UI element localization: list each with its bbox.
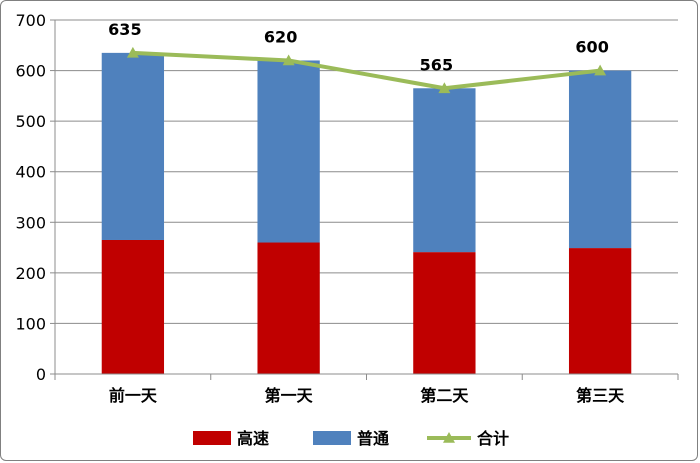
legend-label: 高速 bbox=[237, 429, 269, 448]
data-label: 600 bbox=[575, 38, 608, 57]
legend-swatch-高速 bbox=[193, 431, 231, 445]
data-labels: 635 620 565 600 bbox=[108, 20, 609, 74]
y-tick-label: 600 bbox=[15, 62, 46, 81]
bar-高速 bbox=[413, 252, 476, 374]
x-axis: 前一天 第一天 第二天 第三天 bbox=[54, 373, 679, 405]
y-tick-label: 700 bbox=[15, 11, 46, 30]
legend-swatch-普通 bbox=[313, 431, 351, 445]
y-tick-label: 400 bbox=[15, 163, 46, 182]
bars bbox=[101, 52, 632, 374]
y-tick-label: 100 bbox=[15, 314, 46, 333]
y-tick-label: 500 bbox=[15, 112, 46, 131]
bar-普通 bbox=[257, 60, 320, 243]
data-label: 635 bbox=[108, 20, 141, 39]
y-tick-label: 300 bbox=[15, 213, 46, 232]
total-marker bbox=[438, 82, 451, 94]
data-label: 620 bbox=[264, 27, 297, 46]
y-tick-label: 200 bbox=[15, 264, 46, 283]
x-tick-label: 前一天 bbox=[109, 386, 158, 405]
x-tick-label: 第三天 bbox=[576, 386, 625, 405]
data-label: 565 bbox=[420, 55, 453, 74]
legend: 高速 普通 合计 bbox=[193, 429, 509, 448]
legend-label: 普通 bbox=[357, 429, 389, 448]
bar-高速 bbox=[257, 242, 320, 374]
total-marker bbox=[282, 54, 295, 66]
y-tick-label: 0 bbox=[36, 365, 46, 384]
bar-高速 bbox=[568, 248, 632, 374]
y-axis: 0 100 200 300 400 500 600 700 bbox=[15, 11, 56, 384]
bar-普通 bbox=[413, 88, 476, 253]
total-series-line bbox=[132, 50, 601, 91]
bar-普通 bbox=[568, 70, 632, 249]
legend-marker bbox=[443, 432, 455, 443]
x-tick-label: 第二天 bbox=[420, 386, 469, 405]
total-line bbox=[126, 46, 607, 94]
total-marker bbox=[594, 64, 607, 76]
bar-高速 bbox=[101, 239, 165, 374]
x-tick-label: 第一天 bbox=[265, 386, 314, 405]
total-marker bbox=[126, 46, 139, 58]
legend-label: 合计 bbox=[477, 429, 509, 448]
bar-普通 bbox=[101, 52, 165, 240]
